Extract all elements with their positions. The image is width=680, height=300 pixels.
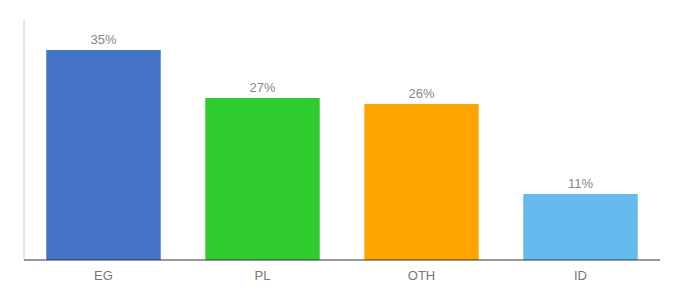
x-axis-line — [24, 260, 660, 261]
bar — [205, 98, 319, 260]
x-tick-label: EG — [94, 268, 113, 283]
data-label: 26% — [408, 86, 434, 101]
bars — [46, 50, 637, 260]
chart: EG PL OTH ID 35% 27% 26% 11% — [0, 0, 680, 300]
data-label: 35% — [90, 32, 116, 47]
x-tick-label: ID — [574, 268, 587, 283]
bar — [523, 194, 637, 260]
data-label: 27% — [249, 80, 275, 95]
x-tick-label: OTH — [408, 268, 435, 283]
bar — [364, 104, 478, 260]
y-axis-line — [24, 20, 25, 260]
data-label: 11% — [568, 176, 593, 191]
chart-container: EG PL OTH ID 35% 27% 26% 11% — [0, 0, 680, 300]
x-tick-label: PL — [255, 268, 271, 283]
bar — [46, 50, 160, 260]
